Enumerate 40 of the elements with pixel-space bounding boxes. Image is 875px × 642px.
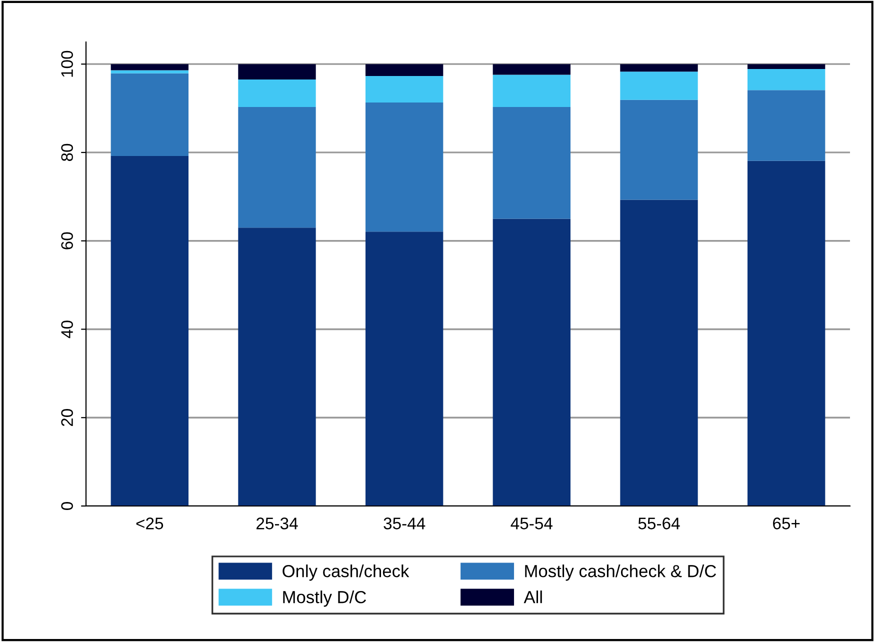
bar <box>747 90 826 161</box>
bar <box>747 160 826 506</box>
y-tick-label: 40 <box>61 320 73 338</box>
x-tick-label: 55-64 <box>638 518 680 530</box>
bar <box>365 232 444 506</box>
bar <box>620 72 698 100</box>
x-tick-label: 35-44 <box>384 518 426 530</box>
bar <box>238 80 316 107</box>
bar <box>747 68 826 90</box>
y-tick-label: 80 <box>61 144 73 162</box>
legend-label: Mostly D/C <box>283 590 366 607</box>
bar <box>365 64 444 76</box>
y-tick-label: 20 <box>61 409 73 426</box>
x-tick-label: 45-54 <box>510 518 552 530</box>
x-tick-label: 25-34 <box>256 518 298 530</box>
bar <box>110 156 189 506</box>
y-tick-label: 60 <box>61 232 73 250</box>
bar <box>620 100 698 200</box>
bar <box>365 76 444 103</box>
bar <box>238 106 316 228</box>
legend-label: All <box>524 590 542 604</box>
bar <box>110 64 189 70</box>
bar <box>747 64 826 69</box>
legend-label: Only cash/check <box>282 564 410 581</box>
x-tick-label: <25 <box>136 518 164 530</box>
y-tick-label: 0 <box>61 502 73 510</box>
bar <box>492 106 571 219</box>
bar <box>492 218 571 506</box>
x-tick-label: 65+ <box>773 518 800 530</box>
bar <box>365 102 444 232</box>
bar <box>238 64 316 80</box>
bar <box>620 64 698 72</box>
bar <box>110 70 189 74</box>
bar <box>620 200 698 506</box>
bar <box>492 74 571 107</box>
y-tick-label: 100 <box>61 50 73 77</box>
bar <box>238 228 316 506</box>
bar <box>110 73 189 156</box>
bar <box>492 64 571 75</box>
legend-label: Mostly cash/check & D/C <box>525 564 716 581</box>
